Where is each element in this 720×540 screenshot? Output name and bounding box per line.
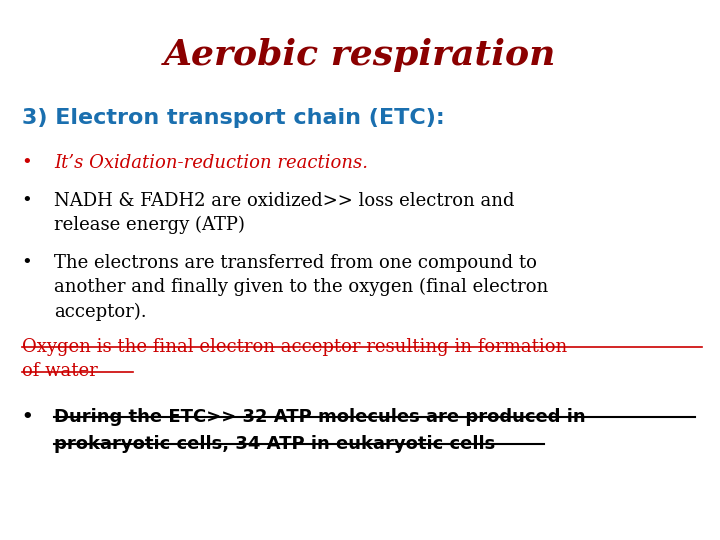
- Text: acceptor).: acceptor).: [54, 302, 147, 321]
- Text: another and finally given to the oxygen (final electron: another and finally given to the oxygen …: [54, 278, 548, 296]
- Text: prokaryotic cells, 34 ATP in eukaryotic cells: prokaryotic cells, 34 ATP in eukaryotic …: [54, 435, 495, 453]
- Text: •: •: [22, 408, 33, 426]
- Text: Aerobic respiration: Aerobic respiration: [164, 38, 556, 72]
- Text: release energy (ATP): release energy (ATP): [54, 216, 245, 234]
- Text: It’s Oxidation-reduction reactions.: It’s Oxidation-reduction reactions.: [54, 154, 368, 172]
- Text: During the ETC>> 32 ATP molecules are produced in: During the ETC>> 32 ATP molecules are pr…: [54, 408, 585, 426]
- Text: 3) Electron transport chain (ETC):: 3) Electron transport chain (ETC):: [22, 108, 444, 128]
- Text: •: •: [22, 254, 32, 272]
- Text: •: •: [22, 154, 32, 172]
- Text: •: •: [22, 192, 32, 210]
- Text: NADH & FADH2 are oxidized>> loss electron and: NADH & FADH2 are oxidized>> loss electro…: [54, 192, 515, 210]
- Text: of water: of water: [22, 362, 97, 380]
- Text: Oxygen is the final electron acceptor resulting in formation: Oxygen is the final electron acceptor re…: [22, 338, 567, 355]
- Text: The electrons are transferred from one compound to: The electrons are transferred from one c…: [54, 254, 537, 272]
